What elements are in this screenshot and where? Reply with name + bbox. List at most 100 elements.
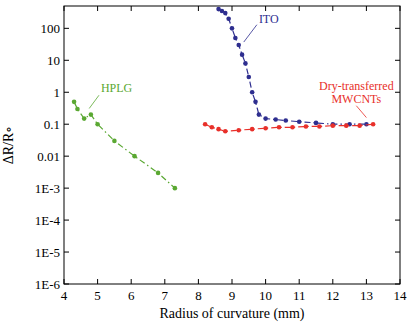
y-tick <box>64 60 69 61</box>
point <box>223 129 228 134</box>
point <box>304 124 309 129</box>
x-axis-title: Radius of curvature (mm) <box>159 306 304 322</box>
x-tick-top <box>64 6 65 11</box>
x-tick-label: 12 <box>326 288 339 303</box>
x-tick-top <box>332 6 333 11</box>
y-tick <box>64 284 69 285</box>
point <box>72 100 77 105</box>
x-tick-top <box>164 6 165 11</box>
y-tick-label: 1E-4 <box>35 213 61 228</box>
x-tick-label: 9 <box>229 288 236 303</box>
point <box>82 116 87 121</box>
x-tick <box>332 279 333 284</box>
plot-frame <box>64 6 400 284</box>
point <box>243 61 248 66</box>
y-tick-label: 0.01 <box>37 149 60 164</box>
point <box>314 121 319 126</box>
y-tick <box>64 220 69 221</box>
x-tick <box>299 279 300 284</box>
series-label-line: MWCNTs <box>331 92 381 106</box>
point <box>371 122 376 127</box>
y-tick-right <box>395 252 400 253</box>
y-tick <box>64 28 69 29</box>
y-tick-right <box>395 284 400 285</box>
series-label-line: ITO <box>259 12 279 26</box>
x-tick-label: 13 <box>360 288 373 303</box>
point <box>226 16 231 21</box>
x-tick-label: 5 <box>94 288 101 303</box>
series-label-line: Dry-transferred <box>319 79 394 93</box>
series-line <box>74 102 175 188</box>
x-tick-top <box>265 6 266 11</box>
x-tick-top <box>198 6 199 11</box>
x-tick-top <box>400 6 401 11</box>
point <box>230 26 235 31</box>
y-tick-label: 1 <box>54 85 61 100</box>
x-tick-label: 6 <box>128 288 135 303</box>
y-tick-right <box>395 156 400 157</box>
x-tick <box>64 279 65 284</box>
point <box>331 123 336 128</box>
point <box>253 100 258 105</box>
series-line <box>205 124 373 131</box>
label-leader <box>244 25 257 42</box>
point <box>223 11 228 16</box>
x-tick-top <box>366 6 367 11</box>
x-tick <box>97 279 98 284</box>
x-tick-label: 14 <box>394 288 408 303</box>
x-tick-label: 7 <box>162 288 169 303</box>
point <box>277 125 282 130</box>
point <box>247 75 252 80</box>
y-tick-label: 1E-3 <box>35 181 60 196</box>
point <box>263 116 268 121</box>
y-tick <box>64 156 69 157</box>
x-tick-top <box>97 6 98 11</box>
y-axis-title: ΔR/R∘ <box>1 126 16 164</box>
point <box>250 127 255 132</box>
y-tick-right <box>395 28 400 29</box>
point <box>297 119 302 124</box>
point <box>112 139 117 144</box>
point <box>173 186 178 191</box>
x-tick <box>131 279 132 284</box>
series-line <box>219 9 367 124</box>
y-tick <box>64 188 69 189</box>
point <box>273 117 278 122</box>
y-tick-label: 100 <box>41 21 61 36</box>
y-tick-right <box>395 92 400 93</box>
point <box>263 126 268 131</box>
point <box>95 122 100 127</box>
label-leader <box>89 95 99 108</box>
point <box>132 154 137 159</box>
y-tick-label: 1E-5 <box>35 245 60 260</box>
point <box>290 125 295 130</box>
y-tick-right <box>395 60 400 61</box>
chart: 45678910111213141E-61E-51E-41E-30.010.11… <box>0 0 413 322</box>
y-tick-right <box>395 188 400 189</box>
point <box>236 43 241 48</box>
x-tick <box>232 279 233 284</box>
series-label: Dry-transferredMWCNTs <box>319 79 394 106</box>
y-tick-label: 0.1 <box>44 117 60 132</box>
x-tick <box>265 279 266 284</box>
x-tick-label: 10 <box>259 288 272 303</box>
y-tick-right <box>395 124 400 125</box>
point <box>357 123 362 128</box>
x-tick <box>366 279 367 284</box>
point <box>203 122 208 127</box>
series-label: HPLG <box>101 81 133 95</box>
point <box>216 127 221 132</box>
x-tick-label: 4 <box>61 288 68 303</box>
point <box>240 52 245 57</box>
point <box>317 124 322 129</box>
point <box>257 112 262 117</box>
point <box>233 36 238 41</box>
y-tick-label: 10 <box>47 53 60 68</box>
plot-marks <box>72 7 376 191</box>
x-tick-label: 8 <box>195 288 202 303</box>
y-tick-label: 1E-6 <box>35 277 61 292</box>
x-tick-top <box>232 6 233 11</box>
point <box>75 107 80 112</box>
y-tick <box>64 92 69 93</box>
y-tick-right <box>395 220 400 221</box>
